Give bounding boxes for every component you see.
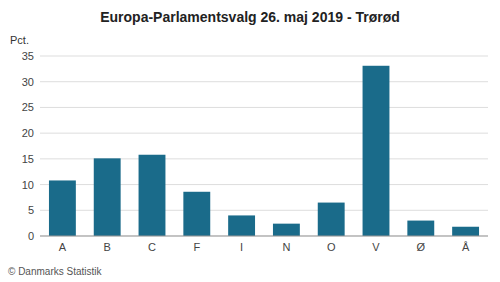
x-tick-label: Å <box>462 241 470 253</box>
x-tick-label: B <box>104 241 111 253</box>
grid <box>40 56 488 236</box>
y-tick-label: 0 <box>28 230 34 242</box>
grid-line <box>40 56 488 57</box>
x-tick-label: F <box>193 241 200 253</box>
bar <box>94 158 121 236</box>
chart-container: Europa-Parlamentsvalg 26. maj 2019 - Trø… <box>0 0 500 282</box>
bar <box>273 224 300 236</box>
bar <box>318 203 345 236</box>
grid-line <box>40 236 488 237</box>
y-axis-label: Pct. <box>10 34 29 46</box>
grid-line <box>40 133 488 134</box>
y-tick-label: 20 <box>22 127 34 139</box>
chart-svg: Europa-Parlamentsvalg 26. maj 2019 - Trø… <box>0 0 500 282</box>
x-tick-label: O <box>327 241 336 253</box>
x-tick-label: V <box>372 241 380 253</box>
bar <box>228 215 255 236</box>
y-tick-label: 30 <box>22 76 34 88</box>
bars <box>49 66 479 236</box>
x-tick-label: C <box>148 241 156 253</box>
y-tick-label: 15 <box>22 153 34 165</box>
grid-line <box>40 81 488 82</box>
bar <box>407 221 434 236</box>
bar <box>139 155 166 236</box>
bar <box>452 227 479 236</box>
bar <box>183 192 210 236</box>
x-tick-label: I <box>240 241 243 253</box>
title: Europa-Parlamentsvalg 26. maj 2019 - Trø… <box>100 9 400 25</box>
grid-line <box>40 107 488 108</box>
x-tick-label: N <box>282 241 290 253</box>
x-tick-label: A <box>59 241 67 253</box>
x-axis-line <box>40 236 488 237</box>
bar <box>363 66 390 236</box>
bar <box>49 180 76 236</box>
footer: © Danmarks Statistik <box>8 266 103 277</box>
x-tick-label: Ø <box>417 241 426 253</box>
y-tick-label: 25 <box>22 101 34 113</box>
y-tick-label: 35 <box>22 50 34 62</box>
y-tick-label: 10 <box>22 179 34 191</box>
y-tick-label: 5 <box>28 204 34 216</box>
